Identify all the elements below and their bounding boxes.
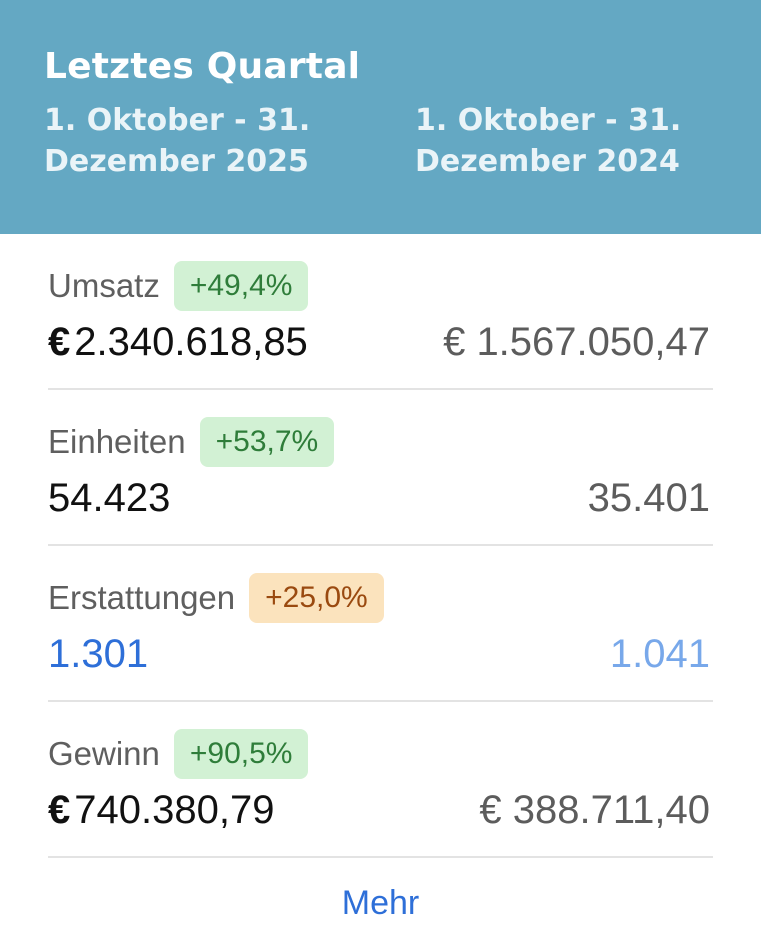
metric-label: Gewinn — [48, 735, 160, 772]
current-value-link[interactable]: 1.301 — [48, 632, 149, 676]
prior-value: 35.401 — [587, 476, 710, 520]
prior-value: € 1.567.050,47 — [443, 320, 710, 364]
card-header: Letztes Quartal 1. Oktober - 31. Dezembe… — [0, 0, 761, 234]
card-title: Letztes Quartal — [44, 46, 361, 87]
metric-units: Einheiten +53,7% 54.423 35.401 — [48, 390, 713, 546]
change-badge: +25,0% — [249, 573, 384, 623]
euro-symbol: € — [443, 320, 466, 364]
metric-refunds: Erstattungen +25,0% 1.301 1.041 — [48, 546, 713, 702]
metric-profit: Gewinn +90,5% €740.380,79 € 388.711,40 — [48, 702, 713, 858]
metric-revenue: Umsatz +49,4% €2.340.618,85 € 1.567.050,… — [48, 234, 713, 390]
period-row: 1. Oktober - 31. Dezember 2025 1. Oktobe… — [44, 100, 717, 182]
current-period-label: 1. Oktober - 31. Dezember 2025 — [44, 103, 311, 179]
current-value: €2.340.618,85 — [48, 320, 308, 364]
change-badge: +53,7% — [199, 417, 335, 467]
prior-value: € 388.711,40 — [479, 788, 710, 832]
prior-period-label: 1. Oktober - 31. Dezember 2024 — [415, 103, 682, 179]
metrics-list: Umsatz +49,4% €2.340.618,85 € 1.567.050,… — [0, 234, 761, 858]
metric-label: Einheiten — [48, 423, 186, 460]
euro-symbol: € — [48, 320, 71, 364]
metric-label: Erstattungen — [48, 579, 236, 616]
euro-symbol: € — [48, 788, 71, 832]
current-value: 54.423 — [48, 476, 171, 520]
more-link[interactable]: Mehr — [341, 884, 420, 922]
prior-value-link[interactable]: 1.041 — [609, 632, 710, 676]
euro-symbol: € — [479, 788, 502, 832]
change-badge: +90,5% — [173, 729, 309, 779]
current-value: €740.380,79 — [48, 788, 275, 832]
metric-label: Umsatz — [48, 267, 160, 304]
change-badge: +49,4% — [173, 261, 309, 311]
